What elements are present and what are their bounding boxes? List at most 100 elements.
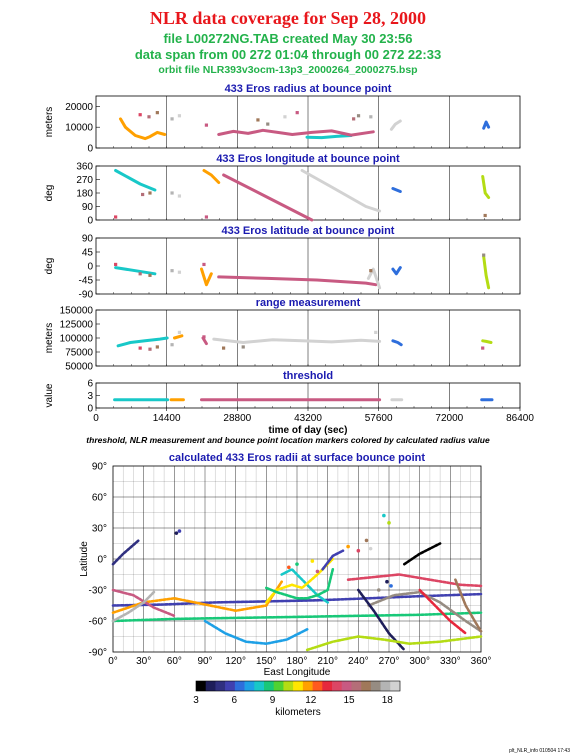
map-point bbox=[376, 588, 381, 592]
colorbar-swatch bbox=[380, 681, 391, 691]
map-y-tick-label: 30° bbox=[92, 524, 107, 535]
map-x-axis-label: East Longitude bbox=[264, 667, 331, 678]
data-segment bbox=[391, 266, 402, 276]
map-x-tick-label: 330° bbox=[440, 656, 461, 667]
data-point bbox=[155, 111, 159, 115]
y-tick-label: 125000 bbox=[60, 320, 94, 331]
map-y-tick-label: 0° bbox=[97, 555, 107, 566]
x-tick-label: 86400 bbox=[506, 413, 534, 424]
data-point bbox=[177, 330, 182, 334]
data-point bbox=[202, 335, 206, 339]
data-segment bbox=[366, 267, 382, 290]
colorbar-tick-label: 6 bbox=[231, 695, 237, 706]
data-segment bbox=[119, 117, 167, 141]
data-segment bbox=[173, 334, 184, 340]
data-point bbox=[170, 117, 174, 121]
map-x-tick-label: 30° bbox=[136, 656, 151, 667]
colorbar-swatch bbox=[370, 681, 381, 691]
map-track bbox=[305, 635, 483, 652]
map-y-tick-label: 60° bbox=[92, 493, 107, 504]
map-point bbox=[387, 521, 391, 525]
data-point bbox=[256, 118, 260, 122]
map-x-tick-label: 120° bbox=[225, 656, 246, 667]
colorbar-swatch bbox=[264, 681, 275, 691]
data-segment bbox=[217, 275, 378, 287]
colorbar-swatch bbox=[302, 681, 313, 691]
map-x-tick-label: 240° bbox=[348, 656, 369, 667]
colorbar-swatch bbox=[225, 681, 236, 691]
colorbar-swatch bbox=[273, 681, 284, 691]
x-tick-label: 57600 bbox=[365, 413, 393, 424]
panel-title: range measurement bbox=[256, 297, 361, 309]
colorbar-swatch bbox=[244, 681, 255, 691]
map-track bbox=[367, 590, 483, 633]
panel-title: 433 Eros radius at bounce point bbox=[225, 83, 392, 95]
data-segment bbox=[201, 336, 208, 346]
map-point bbox=[346, 544, 350, 549]
y-axis-label: deg bbox=[44, 185, 55, 202]
map-point bbox=[174, 531, 179, 535]
data-point bbox=[177, 270, 182, 274]
y-tick-label: 90 bbox=[82, 234, 94, 245]
y-tick-label: 100000 bbox=[60, 334, 94, 345]
map-x-tick-label: 180° bbox=[287, 656, 308, 667]
map-y-tick-label: 90° bbox=[92, 462, 107, 473]
panel-title: 433 Eros longitude at bounce point bbox=[216, 153, 400, 165]
y-tick-label: 0 bbox=[87, 216, 93, 227]
y-tick-label: 0 bbox=[87, 144, 93, 155]
map-point bbox=[287, 565, 291, 570]
colorbar-swatch bbox=[361, 681, 372, 691]
map-title: calculated 433 Eros radii at surface bou… bbox=[169, 452, 425, 464]
map-track bbox=[321, 549, 345, 571]
data-point bbox=[148, 273, 152, 277]
data-segment bbox=[212, 337, 382, 344]
x-tick-label: 14400 bbox=[153, 413, 181, 424]
data-point bbox=[170, 269, 174, 273]
data-point bbox=[266, 122, 270, 126]
data-segment bbox=[300, 169, 382, 213]
data-segment bbox=[116, 336, 169, 348]
data-segment bbox=[482, 120, 491, 130]
y-tick-label: 90 bbox=[82, 202, 94, 213]
map-point bbox=[177, 529, 182, 533]
data-point bbox=[356, 114, 361, 118]
page-title: NLR data coverage for Sep 28, 2000 bbox=[149, 8, 427, 28]
colorbar-tick-label: 9 bbox=[270, 695, 276, 706]
data-point bbox=[369, 269, 373, 273]
map-x-tick-label: 90° bbox=[197, 656, 212, 667]
colorbar-tick-label: 3 bbox=[193, 695, 199, 706]
colorbar-swatch bbox=[215, 681, 226, 691]
data-point bbox=[177, 194, 182, 198]
colorbar-swatch bbox=[332, 681, 343, 691]
colorbar-swatch bbox=[283, 681, 294, 691]
data-segment bbox=[114, 266, 157, 276]
colorbar-label: kilometers bbox=[275, 707, 321, 718]
map-x-tick-label: 0° bbox=[108, 656, 118, 667]
data-point bbox=[369, 115, 373, 119]
data-point bbox=[148, 191, 152, 195]
data-point bbox=[177, 114, 182, 118]
data-point bbox=[170, 191, 174, 195]
y-tick-label: 45 bbox=[82, 248, 94, 259]
map-point bbox=[382, 513, 386, 518]
figure-caption: threshold, NLR measurement and bounce po… bbox=[86, 435, 490, 445]
time-series-panels: 433 Eros radius at bounce point 0 10000 200… bbox=[44, 83, 534, 436]
map-track bbox=[111, 611, 483, 623]
data-point bbox=[170, 343, 174, 347]
data-segment bbox=[305, 134, 353, 140]
map-track bbox=[111, 592, 483, 607]
map-y-tick-label: -90° bbox=[89, 648, 107, 659]
colorbar-swatch bbox=[254, 681, 265, 691]
y-tick-label: 6 bbox=[87, 379, 93, 390]
x-tick-label: 72000 bbox=[435, 413, 463, 424]
map-x-tick-label: 270° bbox=[379, 656, 400, 667]
data-point bbox=[114, 215, 118, 219]
data-point bbox=[241, 345, 245, 349]
data-point bbox=[141, 192, 145, 197]
data-point bbox=[283, 115, 287, 119]
data-segment bbox=[481, 339, 493, 344]
data-segment bbox=[202, 169, 221, 184]
data-segment bbox=[389, 119, 402, 131]
